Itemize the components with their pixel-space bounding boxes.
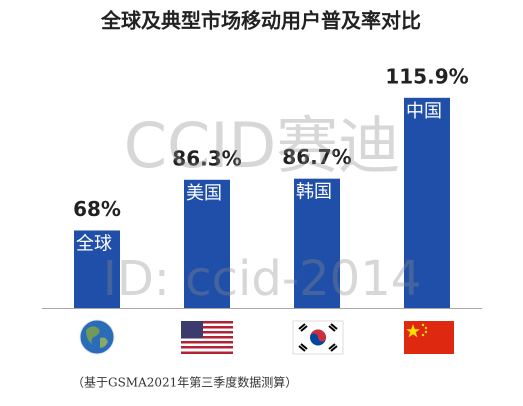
us-flag — [181, 321, 233, 354]
category-label: 中国 — [406, 101, 442, 122]
category-label: 美国 — [186, 183, 222, 204]
china-flag — [404, 321, 454, 354]
category-label: 韩国 — [296, 182, 332, 203]
bar — [74, 230, 120, 308]
watermark: ID: ccid-2014 — [103, 251, 422, 307]
korea-flag — [292, 320, 344, 355]
source-note: （基于GSMA2021年第三季度数据测算） — [72, 375, 297, 390]
value-label: 86.3% — [172, 146, 241, 170]
value-label: 86.7% — [282, 145, 351, 169]
watermark: CCID赛迪 — [124, 109, 401, 182]
earth-icon — [79, 319, 115, 355]
category-label: 全球 — [76, 233, 112, 254]
chart-title: 全球及典型市场移动用户普及率对比 — [100, 9, 421, 33]
value-label: 68% — [73, 197, 121, 221]
bar — [184, 179, 230, 308]
bar — [294, 178, 340, 308]
bar — [404, 97, 450, 308]
value-label: 115.9% — [385, 64, 468, 88]
